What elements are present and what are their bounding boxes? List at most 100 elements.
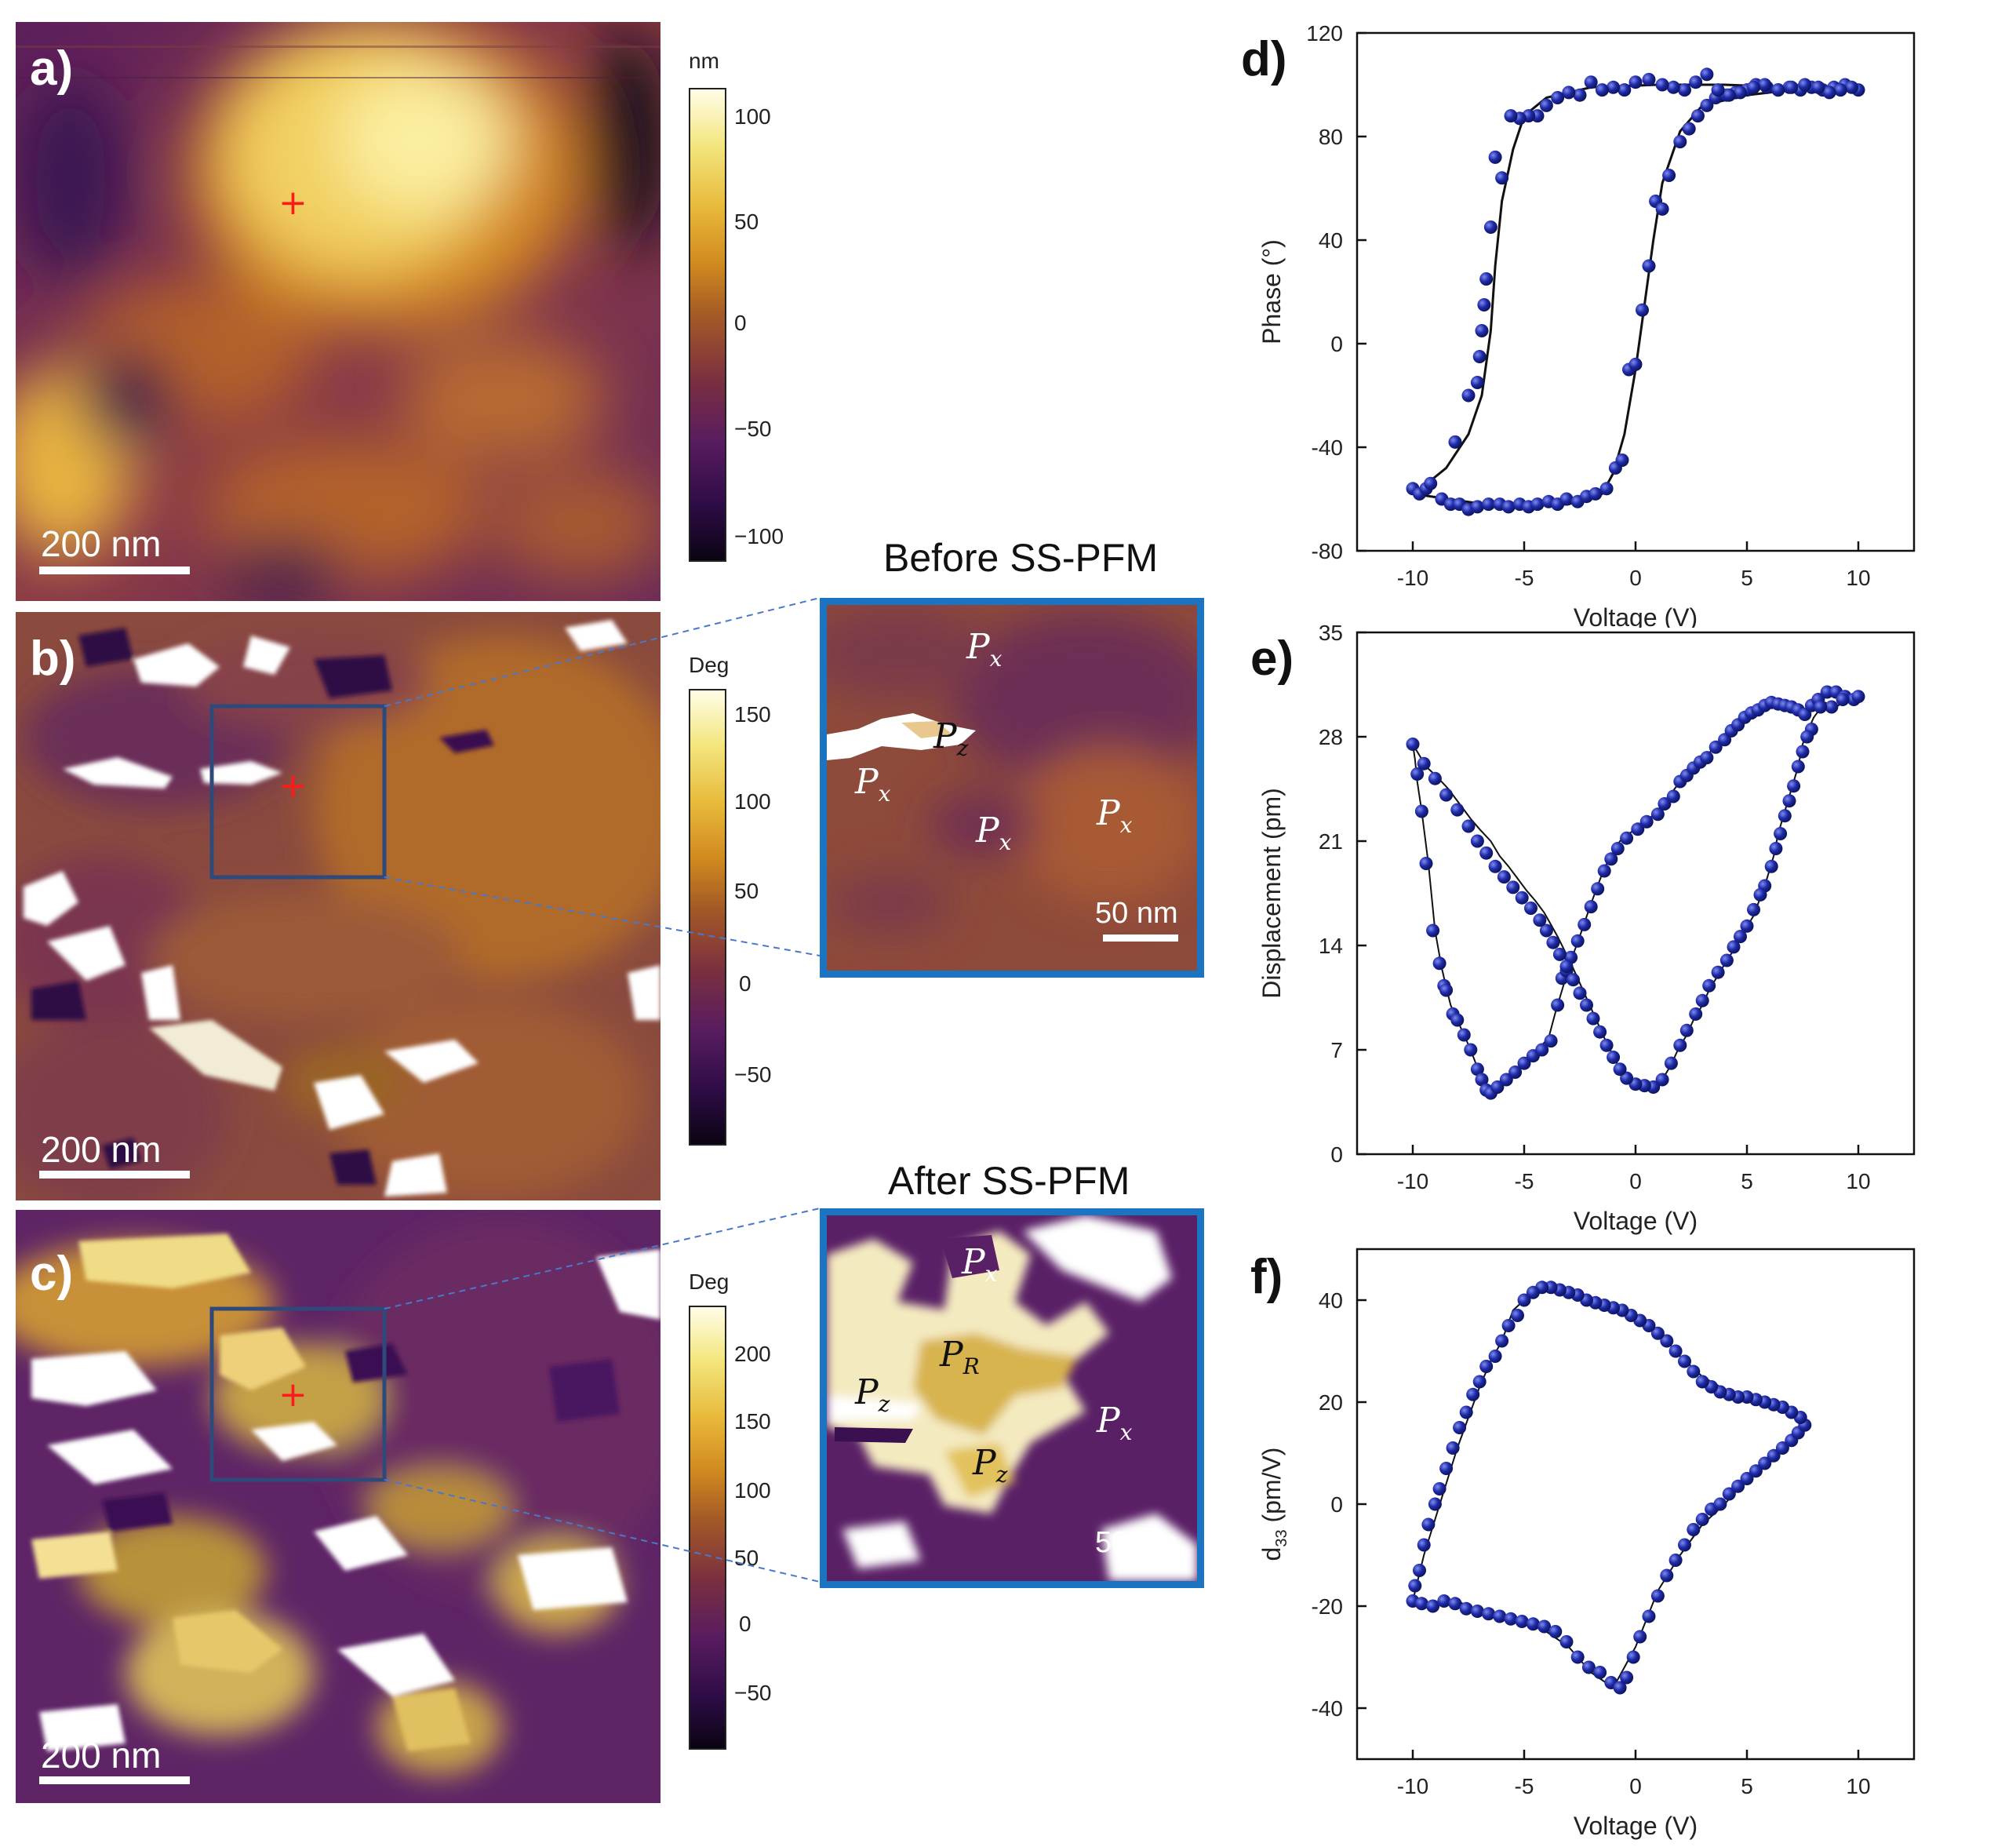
polarization-label: Px	[1097, 1401, 1132, 1445]
data-point	[1791, 760, 1805, 774]
colorbar-b-unit: Deg	[689, 653, 730, 677]
data-point	[1800, 730, 1814, 744]
pol-base: P	[1097, 793, 1120, 833]
data-point	[1570, 1650, 1585, 1664]
x-tick-label: -10	[1397, 1774, 1428, 1798]
series-line-loop	[1412, 1286, 1808, 1689]
y-tick-label: 20	[1319, 1390, 1343, 1415]
phase-image-after	[16, 1210, 660, 1803]
data-point	[1650, 1326, 1665, 1340]
data-point	[1825, 700, 1839, 714]
data-point	[1778, 809, 1792, 823]
data-point	[1798, 78, 1812, 92]
data-point	[1740, 919, 1754, 933]
data-point	[1464, 1043, 1478, 1057]
data-point	[1599, 1038, 1614, 1052]
data-point	[1599, 482, 1614, 496]
data-point	[1515, 1615, 1529, 1628]
data-point	[1782, 794, 1796, 808]
scale-label-c: 200 nm	[41, 1735, 162, 1776]
colorbar-a-tick: −50	[734, 417, 772, 441]
data-point	[1470, 1605, 1484, 1618]
data-point	[1526, 1617, 1540, 1631]
data-point	[1428, 1497, 1442, 1511]
data-point	[1845, 80, 1858, 94]
pol-base: P	[1097, 1401, 1120, 1441]
x-tick-label: 0	[1629, 1774, 1642, 1798]
data-point	[1421, 1517, 1436, 1532]
data-point	[1620, 831, 1634, 845]
x-tick-label: 10	[1846, 1774, 1870, 1798]
data-point	[1459, 1601, 1473, 1616]
y-axis-label-unit: (pm/V)	[1257, 1448, 1286, 1530]
y-tick-label: 0	[1330, 1142, 1343, 1167]
colorbar-a	[689, 88, 726, 562]
colorbar-b-tick: 150	[734, 702, 771, 727]
y-tick-label: 0	[1330, 1492, 1343, 1517]
data-point	[1470, 1062, 1484, 1077]
y-tick-label: 35	[1319, 621, 1343, 645]
data-point	[1567, 973, 1580, 987]
y-tick-label: 21	[1319, 829, 1343, 854]
data-point	[1628, 357, 1643, 371]
data-point	[1562, 86, 1576, 100]
data-point	[1501, 1319, 1516, 1332]
data-point	[1679, 1023, 1694, 1037]
data-point	[1570, 934, 1585, 948]
data-point	[1655, 202, 1669, 216]
data-point	[1417, 1538, 1431, 1552]
x-tick-label: -10	[1397, 1169, 1428, 1193]
data-point	[1472, 1375, 1487, 1389]
data-point	[1417, 756, 1431, 770]
x-tick-label: 0	[1629, 1169, 1642, 1193]
data-point	[1493, 1609, 1507, 1623]
data-point	[1747, 902, 1760, 916]
colorbar-c	[689, 1306, 726, 1750]
data-point	[1584, 75, 1598, 89]
data-point	[1488, 150, 1502, 164]
data-point	[1709, 740, 1723, 754]
data-point	[1695, 1513, 1709, 1526]
data-point	[1448, 1597, 1462, 1611]
data-point	[1774, 827, 1788, 840]
data-point	[1836, 693, 1850, 706]
panel-a-label: a)	[30, 42, 74, 96]
colorbar-c-tick: 50	[734, 1546, 759, 1570]
x-tick-label: 5	[1741, 1169, 1753, 1193]
data-point	[1530, 497, 1545, 512]
data-point	[1539, 924, 1553, 938]
data-point	[1517, 1056, 1531, 1070]
data-point	[1660, 1568, 1674, 1583]
colorbar-b-tick: 100	[734, 789, 771, 814]
data-point	[1650, 807, 1665, 821]
y-axis-label: Displacement (pm)	[1257, 788, 1286, 999]
data-point	[1740, 1472, 1754, 1485]
data-point	[1610, 842, 1625, 855]
colorbar-b	[689, 689, 726, 1146]
data-point	[1642, 259, 1656, 273]
data-point	[1833, 83, 1847, 97]
data-point	[1533, 913, 1547, 927]
data-point	[1470, 376, 1484, 389]
data-point	[1573, 986, 1587, 1000]
topography-map: a) + 200 nm	[16, 22, 660, 601]
x-axis-label: Voltage (V)	[1574, 603, 1698, 628]
data-point	[1687, 1364, 1701, 1379]
data-point	[1613, 1681, 1627, 1695]
pol-sub: z	[878, 1390, 890, 1417]
chart-displacement-loop: -10 -5 0 5 10 0 7 14 21 28 35 Voltage (V) Displaceme…	[1257, 621, 1916, 1235]
data-point	[1497, 870, 1511, 884]
data-point	[1482, 1607, 1496, 1621]
data-point	[1642, 1609, 1656, 1623]
pol-base: P	[855, 1372, 879, 1412]
data-point	[1767, 1448, 1781, 1463]
data-point	[1546, 935, 1560, 949]
data-point	[1747, 80, 1760, 94]
data-point	[1719, 953, 1734, 967]
phase-map-before: b) + 200 nm	[16, 612, 660, 1200]
data-point	[1559, 492, 1574, 506]
colorbar-c-tick: 150	[734, 1409, 771, 1434]
polarization-label: Pz	[973, 1443, 1007, 1488]
data-point	[1432, 956, 1446, 971]
data-point	[1639, 814, 1654, 829]
